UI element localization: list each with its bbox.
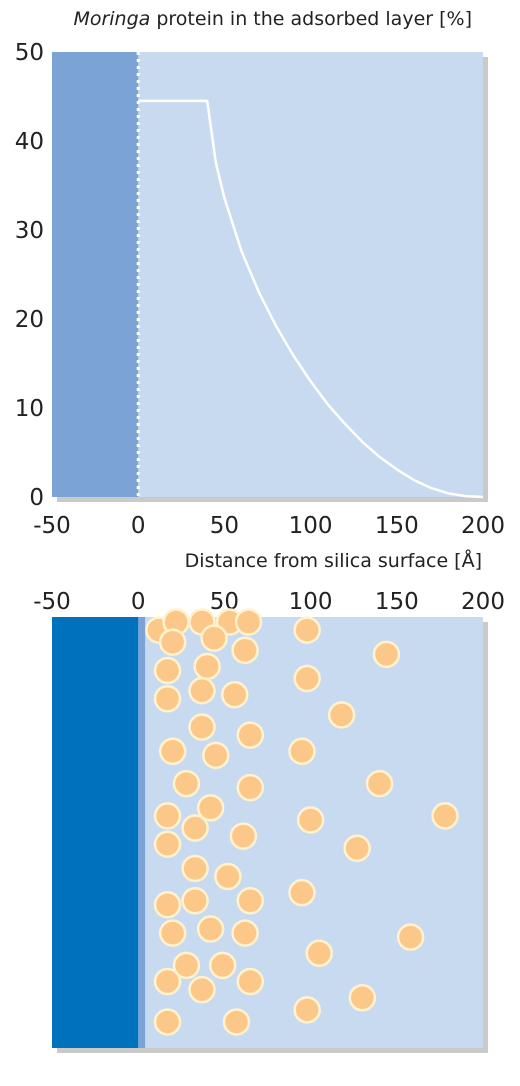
protein-particle <box>158 737 187 766</box>
protein-particle <box>293 616 321 644</box>
protein-particle <box>196 794 225 822</box>
silica-region-bottom <box>52 617 139 1048</box>
protein-particle <box>288 737 316 766</box>
protein-particle <box>188 713 216 741</box>
protein-particle <box>431 802 459 830</box>
x-tick-label: 100 <box>289 513 333 539</box>
chart-title-rest: protein in the adsorbed layer [%] <box>150 8 472 30</box>
protein-particle <box>343 834 371 862</box>
silica-region <box>52 52 139 497</box>
x-tick-label-bottom: 0 <box>131 589 146 615</box>
x-axis-label: Distance from silica surface [Å] <box>185 549 482 572</box>
x-axis-ticks: -50 0 50 100 150 200 <box>33 513 505 539</box>
chart-title: Moringa protein in the adsorbed layer [%… <box>73 8 472 30</box>
protein-particle <box>193 652 221 681</box>
x-tick-label-bottom: -50 <box>33 589 71 615</box>
protein-particle <box>231 919 259 947</box>
y-tick-label: 50 <box>15 40 44 66</box>
x-tick-label: -50 <box>33 513 71 539</box>
x-axis-ticks-bottom: -50 0 50 100 150 200 <box>33 589 505 615</box>
protein-profile-line <box>138 99 484 499</box>
y-tick-label: 20 <box>15 307 44 333</box>
protein-particle <box>236 967 265 996</box>
chart-title-italic: Moringa <box>73 8 150 30</box>
protein-particle <box>236 721 265 749</box>
protein-particle <box>396 923 425 951</box>
x-tick-label: 200 <box>461 513 505 539</box>
protein-particle <box>365 769 394 798</box>
protein-particle <box>153 967 182 996</box>
adsorbed-layer <box>138 617 146 1048</box>
x-tick-label: 50 <box>210 513 239 539</box>
protein-particle <box>288 878 316 907</box>
protein-particle <box>305 939 333 968</box>
y-axis-ticks: 0 10 20 30 40 50 <box>15 40 44 511</box>
protein-particle <box>202 741 230 770</box>
protein-particle <box>188 676 216 705</box>
y-tick-label: 0 <box>29 485 44 511</box>
x-tick-label: 150 <box>375 513 419 539</box>
protein-particle <box>188 975 216 1004</box>
x-tick-label-bottom: 150 <box>375 589 419 615</box>
protein-particle <box>181 887 209 915</box>
protein-particle <box>236 887 265 915</box>
protein-particle <box>293 996 321 1024</box>
protein-particle <box>181 854 209 883</box>
protein-particle <box>153 685 182 713</box>
protein-particle <box>153 1008 182 1036</box>
protein-particle <box>348 983 377 1012</box>
protein-particle <box>196 915 225 943</box>
y-tick-label: 40 <box>15 129 44 155</box>
protein-particle <box>231 636 259 665</box>
protein-particle <box>293 664 321 693</box>
protein-particle <box>158 628 187 656</box>
protein-particle <box>158 919 187 947</box>
protein-particle <box>200 624 228 652</box>
protein-particle <box>172 769 201 798</box>
protein-particle <box>236 773 265 802</box>
protein-particle <box>153 656 182 685</box>
x-tick-label-bottom: 200 <box>461 589 505 615</box>
protein-particle <box>296 806 325 834</box>
protein-particle <box>172 951 201 980</box>
y-tick-label: 30 <box>15 218 44 244</box>
protein-particles <box>145 608 459 1036</box>
y-tick-label: 10 <box>15 396 44 422</box>
protein-particle <box>327 701 356 729</box>
protein-particle <box>153 830 182 858</box>
protein-particle <box>372 640 401 669</box>
x-tick-label-bottom: 100 <box>289 589 333 615</box>
protein-particle <box>229 822 258 850</box>
protein-particle <box>234 608 263 636</box>
protein-particle <box>222 1008 251 1036</box>
protein-particle <box>214 862 242 891</box>
protein-particle <box>208 951 237 980</box>
protein-particle <box>153 891 182 919</box>
protein-particle <box>220 680 249 709</box>
x-tick-label: 0 <box>131 513 146 539</box>
protein-particle <box>153 802 182 830</box>
protein-particle <box>181 814 209 842</box>
particle-chart: -50 0 50 100 150 200 <box>33 589 505 1053</box>
